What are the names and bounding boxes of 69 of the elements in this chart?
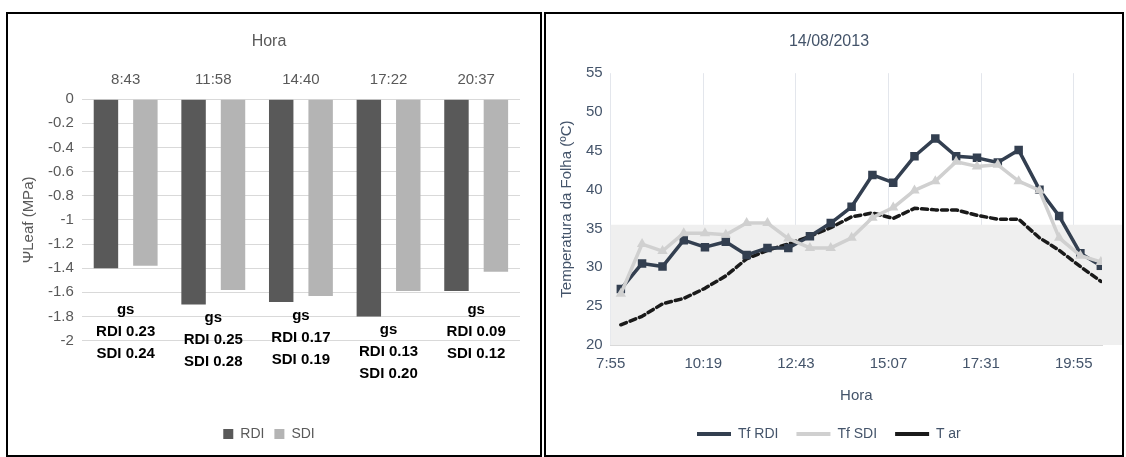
y-tick-label: 55 <box>586 63 603 81</box>
point <box>868 170 877 180</box>
y-tick-label: 50 <box>586 102 603 120</box>
legend-label: SDI <box>291 424 315 441</box>
y-tick-label: 45 <box>586 141 603 158</box>
y-tick-label: -1.4 <box>47 258 74 276</box>
y-tick-label: -0.8 <box>47 185 74 203</box>
x-tick-label: 11:58 <box>195 70 232 88</box>
point <box>784 243 793 253</box>
annotation: gs RDI 0.25 SDI 0.28 <box>183 308 243 370</box>
x-tick-label: 7:55 <box>596 354 626 372</box>
annotation: gs RDI 0.09 SDI 0.12 <box>446 299 506 361</box>
point <box>679 235 688 245</box>
line-series <box>619 206 1102 327</box>
y-axis-title: ΨLeaf (MPa) <box>19 176 37 264</box>
y-tick-label: 20 <box>586 335 603 353</box>
x-axis-title: Hora <box>840 386 874 404</box>
x-tick-label: 20:37 <box>457 70 495 88</box>
legend-label: Tf RDI <box>738 424 779 441</box>
y-tick-label: -1.2 <box>47 234 74 252</box>
annotation: gs RDI 0.13 SDI 0.20 <box>358 320 419 382</box>
y-axis-title: Temperatura da Folha (ºC) <box>557 120 575 298</box>
x-tick-label: 17:31 <box>962 354 1000 372</box>
point <box>804 241 816 251</box>
point <box>931 134 940 143</box>
x-tick-label: 10:19 <box>684 354 723 372</box>
point <box>678 227 689 237</box>
point <box>763 243 772 253</box>
point <box>1014 145 1023 155</box>
point <box>889 178 898 187</box>
point <box>847 202 856 212</box>
point <box>720 228 731 238</box>
point <box>950 155 962 165</box>
y-tick-label: -1 <box>60 210 74 228</box>
annotation: gs RDI 0.23 SDI 0.24 <box>96 299 156 361</box>
y-tick-label: 35 <box>586 218 603 236</box>
x-tick-label: 15:07 <box>869 354 908 372</box>
annotation: gs RDI 0.17 SDI 0.19 <box>271 305 331 367</box>
point <box>657 245 668 255</box>
x-tick-label: 12:43 <box>777 354 815 372</box>
y-tick-label: -1.6 <box>47 282 74 300</box>
y-tick-label: -0.4 <box>47 137 74 155</box>
x-tick-label: 17:22 <box>369 70 408 88</box>
y-tick-label: -1.8 <box>47 306 74 324</box>
y-tick-label: -2 <box>60 330 74 348</box>
x-tick-label: 14:40 <box>282 70 320 88</box>
point <box>910 152 919 161</box>
point <box>867 211 878 221</box>
y-tick-label: 30 <box>586 257 603 275</box>
point <box>699 227 711 237</box>
x-tick-label: 8:43 <box>111 70 141 88</box>
point <box>637 259 647 268</box>
point <box>762 217 773 227</box>
point <box>742 250 751 260</box>
y-tick-label: -0.6 <box>47 161 74 179</box>
y-tick-label: -0.2 <box>47 113 74 131</box>
legend-label: T ar <box>936 424 962 441</box>
legend-label: Tf SDI <box>837 424 878 441</box>
point <box>658 262 667 271</box>
y-tick-label: 25 <box>586 296 603 314</box>
legend-label: RDI <box>240 424 265 441</box>
point <box>971 160 983 170</box>
chart-title: 14/08/2013 <box>788 32 870 50</box>
y-tick-label: 0 <box>65 89 74 107</box>
y-tick-label: 40 <box>586 179 603 197</box>
x-tick-label: 19:55 <box>1054 354 1093 372</box>
chart-title: Hora <box>251 32 287 50</box>
point <box>825 241 836 251</box>
point <box>805 232 815 241</box>
